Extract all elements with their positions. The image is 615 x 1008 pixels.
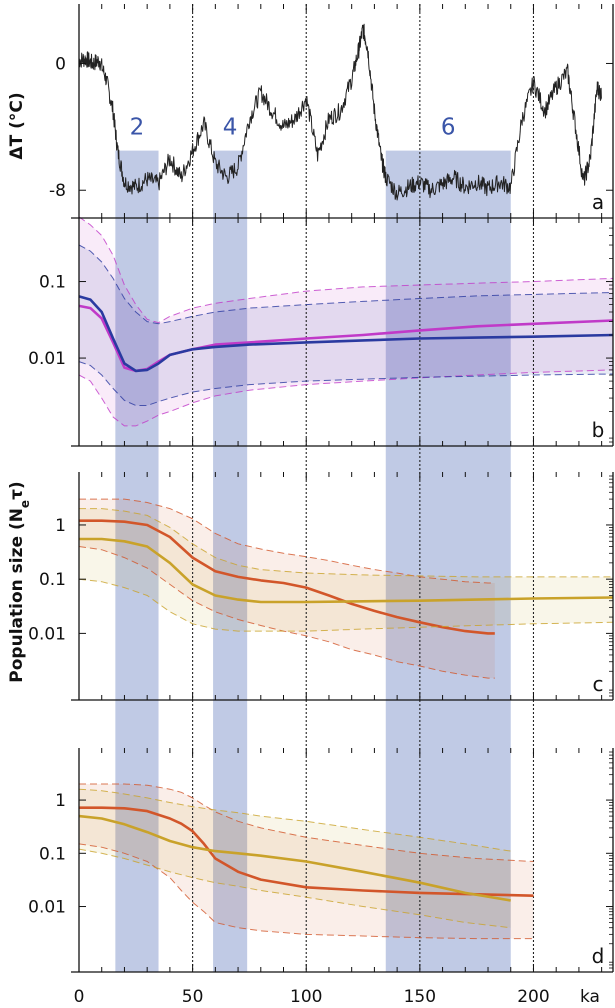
confidence-fills	[79, 216, 613, 939]
panel-d-ytick-label-0: 1	[55, 791, 66, 811]
dotted-verticals	[192, 4, 535, 972]
panel-a-ylabel: ΔT (°C)	[7, 92, 27, 159]
panel-b-series-0-upper	[78, 216, 614, 324]
stage-label-2: 2	[130, 115, 145, 141]
panel-c-ytick-label-2: 0.01	[28, 624, 66, 644]
panel-c-series-0-line	[79, 519, 495, 635]
panel-c-ytick-label-0: 1	[55, 516, 66, 536]
panel-a-ytick-label-0: 0	[55, 54, 66, 74]
panel-d-series-1-upper	[78, 788, 511, 852]
panel-c-series-1-line	[79, 537, 614, 604]
shared-ylabel: Population size (Neτ)	[7, 481, 32, 682]
panel-b-ytick-label-0: 0.1	[39, 273, 66, 293]
x-tick-label-100: 100	[290, 987, 322, 1007]
panel-b-series-1-line	[78, 295, 614, 373]
x-tick-label-0: 0	[74, 987, 85, 1007]
panel-c-ytick-label-1: 0.1	[39, 570, 66, 590]
x-tick-label-150: 150	[404, 987, 436, 1007]
shared-ylabel-sub: e	[18, 500, 32, 508]
panel-c-series-0-upper	[79, 498, 495, 584]
panel-a-letter: a	[592, 190, 604, 214]
panel-d-letter: d	[592, 944, 605, 968]
series-lines	[78, 23, 614, 940]
panel-b-series-1-band	[79, 245, 613, 406]
x-tick-label-200: 200	[517, 987, 549, 1007]
stage-label-4: 4	[223, 115, 238, 141]
x-tick-label-50: 50	[182, 987, 204, 1007]
panel-b-series-1-lower	[78, 361, 614, 406]
stage-label-6: 6	[441, 115, 456, 141]
panel-d-ytick-label-2: 0.01	[28, 898, 66, 918]
panel-c-series-0-lower	[78, 546, 495, 679]
shared-ylabel-tail: τ)	[7, 481, 27, 500]
labels: ΔT (°C) Population size (Neτ) ka 2 4 6 0 -8 a…	[7, 54, 604, 1007]
panel-b-series-0-band	[79, 216, 613, 426]
shared-ylabel-main: Population size (N	[7, 508, 27, 683]
stage-band-4	[213, 150, 248, 973]
panel-b-series-1-upper	[78, 244, 614, 325]
x-unit-label: ka	[580, 987, 600, 1007]
panel-d-series-0-lower	[78, 843, 534, 940]
panel-d-ytick-label-1: 0.1	[39, 844, 66, 864]
panel-c-letter: c	[593, 672, 604, 696]
panel-d-series-1-line	[78, 814, 511, 902]
panel-a-series-0-line	[78, 23, 602, 201]
panel-b-letter: b	[592, 418, 605, 442]
panel-c-series-1-lower	[78, 578, 614, 632]
panel-c-series-0-band	[79, 499, 495, 679]
panel-d-series-1-lower	[78, 848, 511, 929]
panel-d-series-0-upper	[79, 783, 534, 862]
axes	[71, 4, 614, 973]
panel-a-ytick-label-1: -8	[49, 181, 66, 201]
panel-b-ytick-label-1: 0.01	[28, 349, 66, 369]
